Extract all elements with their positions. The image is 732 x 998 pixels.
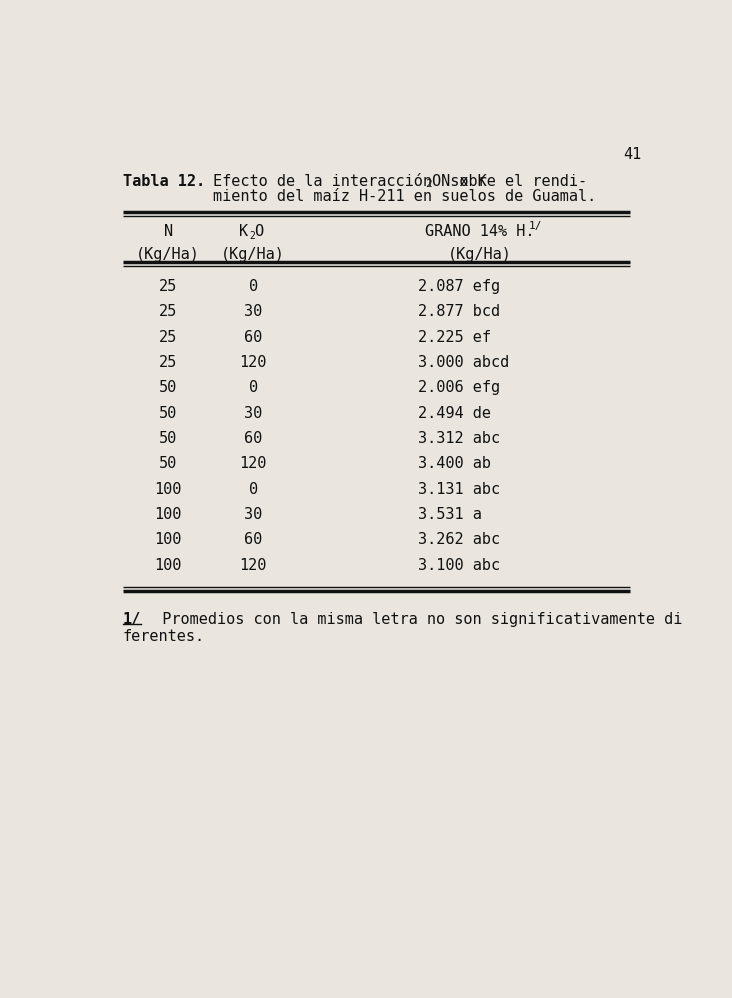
Text: 50: 50	[159, 380, 177, 395]
Text: 120: 120	[239, 456, 267, 471]
Text: 3.100 abc: 3.100 abc	[418, 558, 500, 573]
Text: 1/: 1/	[123, 613, 141, 628]
Text: 120: 120	[239, 558, 267, 573]
Text: 2.877 bcd: 2.877 bcd	[418, 304, 500, 319]
Text: ferentes.: ferentes.	[123, 630, 205, 645]
Text: K: K	[239, 224, 248, 239]
Text: 100: 100	[154, 482, 182, 497]
Text: O: O	[254, 224, 263, 239]
Text: 25: 25	[159, 329, 177, 344]
Text: 100: 100	[154, 532, 182, 548]
Text: 60: 60	[244, 532, 262, 548]
Text: 50: 50	[159, 405, 177, 420]
Text: 3.000 abcd: 3.000 abcd	[418, 355, 509, 370]
Text: 50: 50	[159, 456, 177, 471]
Text: 0: 0	[249, 482, 258, 497]
Text: 2.225 ef: 2.225 ef	[418, 329, 490, 344]
Text: 3.531 a: 3.531 a	[418, 507, 482, 522]
Text: 2: 2	[425, 179, 432, 189]
Text: 50: 50	[159, 431, 177, 446]
Text: 120: 120	[239, 355, 267, 370]
Text: GRANO 14% H.: GRANO 14% H.	[425, 224, 535, 239]
Text: 2.006 efg: 2.006 efg	[418, 380, 500, 395]
Text: (Kg/Ha): (Kg/Ha)	[136, 247, 200, 261]
Text: 60: 60	[244, 431, 262, 446]
Text: 2.087 efg: 2.087 efg	[418, 278, 500, 293]
Text: 3.262 abc: 3.262 abc	[418, 532, 500, 548]
Text: 3.131 abc: 3.131 abc	[418, 482, 500, 497]
Text: miento del maíz H-211 en suelos de Guamal.: miento del maíz H-211 en suelos de Guama…	[214, 189, 597, 204]
Text: 3.400 ab: 3.400 ab	[418, 456, 490, 471]
Text: Efecto de la interacción N x K: Efecto de la interacción N x K	[214, 174, 488, 189]
Text: 30: 30	[244, 507, 262, 522]
Text: 30: 30	[244, 304, 262, 319]
Text: O sobre el rendi-: O sobre el rendi-	[432, 174, 587, 189]
Text: 100: 100	[154, 507, 182, 522]
Text: 0: 0	[249, 278, 258, 293]
Text: 1/: 1/	[529, 222, 542, 232]
Text: 100: 100	[154, 558, 182, 573]
Text: 3.312 abc: 3.312 abc	[418, 431, 500, 446]
Text: 25: 25	[159, 355, 177, 370]
Text: 25: 25	[159, 278, 177, 293]
Text: 41: 41	[624, 147, 642, 162]
Text: Tabla 12.: Tabla 12.	[123, 174, 205, 189]
Text: (Kg/Ha): (Kg/Ha)	[221, 247, 285, 261]
Text: Promedios con la misma letra no son significativamente di: Promedios con la misma letra no son sign…	[144, 613, 683, 628]
Text: 2: 2	[249, 232, 255, 242]
Text: 60: 60	[244, 329, 262, 344]
Text: 2.494 de: 2.494 de	[418, 405, 490, 420]
Text: 25: 25	[159, 304, 177, 319]
Text: 30: 30	[244, 405, 262, 420]
Text: (Kg/Ha): (Kg/Ha)	[448, 247, 512, 261]
Text: 0: 0	[249, 380, 258, 395]
Text: N: N	[163, 224, 173, 239]
